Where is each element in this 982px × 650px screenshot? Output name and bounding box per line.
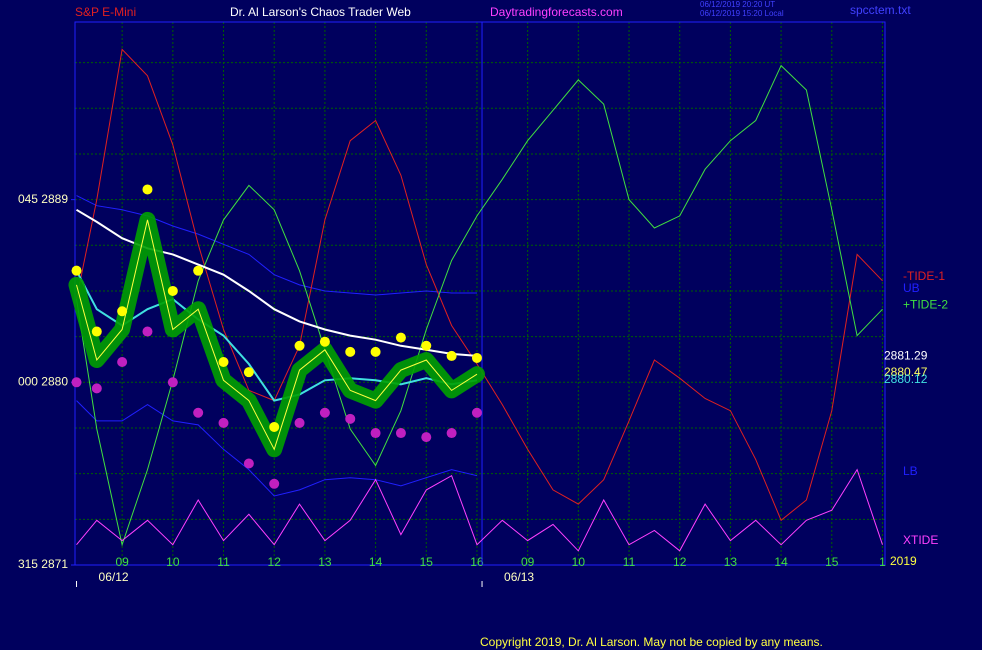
marker (319, 336, 330, 347)
marker (294, 340, 305, 351)
x-tick-label: 10 (166, 555, 180, 569)
x-tick-label: 14 (369, 555, 383, 569)
x-tick-label: 12 (268, 555, 282, 569)
x-tick-label: 13 (724, 555, 738, 569)
series-line (76, 195, 477, 296)
legend-label: LB (903, 464, 918, 478)
x-tick-label: 10 (572, 555, 586, 569)
marker (193, 265, 204, 276)
marker (167, 377, 178, 388)
marker (91, 326, 102, 337)
x-tick-label: 15 (420, 555, 434, 569)
marker (446, 350, 457, 361)
date-label: 06/13 (504, 570, 534, 584)
marker (142, 184, 153, 195)
marker (319, 407, 330, 418)
marker (395, 332, 406, 343)
marker (421, 340, 432, 351)
year-label: 2019 (890, 554, 917, 568)
y-tick-label: 000 2880 (18, 374, 68, 388)
series-line (76, 400, 478, 497)
file-name: spcctem.txt (850, 3, 911, 17)
last-value-label: 2880.47 (884, 365, 928, 379)
series-line (75, 270, 478, 402)
marker (446, 428, 457, 439)
legend-label: UB (903, 281, 920, 295)
timestamp: 06/12/2019 20:20 UT (700, 0, 775, 9)
marker (269, 421, 280, 432)
marker (421, 432, 432, 443)
x-tick-label: 11 (623, 555, 636, 569)
site: Daytradingforecasts.com (490, 5, 623, 19)
last-value-label: 2880.12 (884, 372, 928, 386)
x-tick-label: 1 (879, 555, 886, 569)
x-tick-label: 09 (115, 555, 129, 569)
marker (142, 326, 153, 337)
x-tick-label: 16 (470, 555, 484, 569)
x-tick-label: 14 (774, 555, 788, 569)
marker (243, 458, 254, 469)
chart-title: Dr. Al Larson's Chaos Trader Web (230, 5, 411, 19)
marker (71, 265, 82, 276)
x-tick-label: 12 (673, 555, 687, 569)
copyright: Copyright 2019, Dr. Al Larson. May not b… (480, 635, 823, 649)
marker (117, 357, 128, 368)
marker (345, 346, 356, 357)
x-tick-label: 11 (217, 555, 230, 569)
x-tick-label: 09 (521, 555, 535, 569)
marker (91, 383, 102, 394)
marker (269, 478, 280, 489)
marker (218, 417, 229, 428)
marker (218, 357, 229, 368)
marker (243, 367, 254, 378)
marker (345, 413, 356, 424)
marker (167, 285, 178, 296)
series-line (76, 468, 883, 552)
timestamp: 06/12/2019 15:20 Local (700, 9, 784, 18)
series-line (76, 64, 883, 547)
legend-label: XTIDE (903, 533, 938, 547)
last-value-label: 2881.29 (884, 348, 928, 362)
x-tick-label: 15 (825, 555, 839, 569)
legend-label: -TIDE-1 (903, 269, 945, 283)
marker (395, 428, 406, 439)
series-line (76, 48, 883, 522)
marker (370, 428, 381, 439)
marker (471, 352, 482, 363)
x-tick-label: 13 (318, 555, 332, 569)
symbol: S&P E-Mini (75, 5, 136, 19)
legend-label: +TIDE-2 (903, 297, 948, 311)
marker (193, 407, 204, 418)
marker (370, 346, 381, 357)
marker (71, 377, 82, 388)
y-tick-label: 045 2889 (18, 192, 68, 206)
y-tick-label: 315 2871 (18, 557, 68, 571)
date-label: 06/12 (99, 570, 129, 584)
marker (471, 407, 482, 418)
marker (117, 306, 128, 317)
marker (294, 417, 305, 428)
series-line (76, 219, 478, 451)
